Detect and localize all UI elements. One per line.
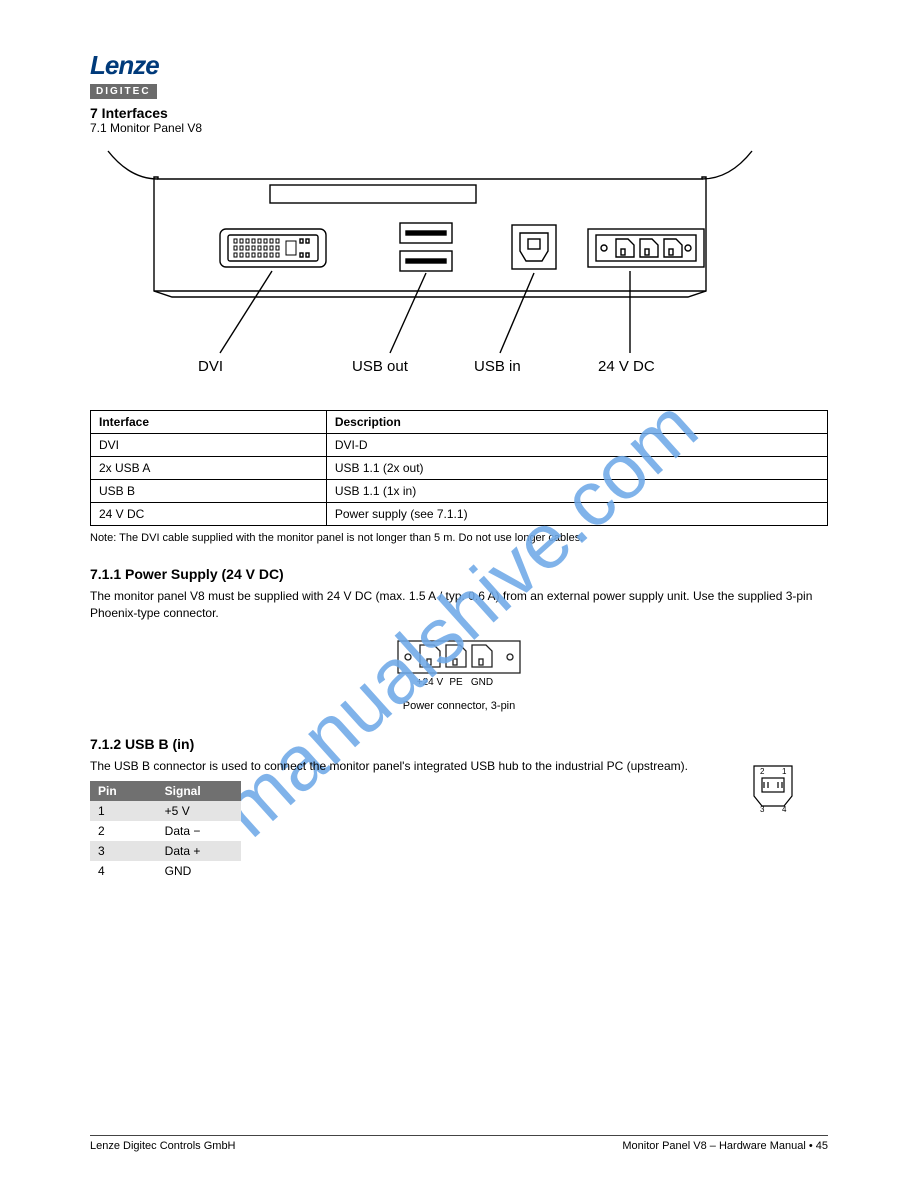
- power-pin-gnd: GND: [471, 677, 493, 688]
- usb-pin-table: Pin Signal 1 +5 V 2 Data − 3 Data + 4 GN…: [90, 781, 241, 881]
- usb-text: The USB B connector is used to connect t…: [90, 758, 828, 775]
- usb-pin-col-pin: Pin: [90, 781, 157, 801]
- interface-diagram: DVI USB out USB in 24 V DC: [90, 143, 828, 398]
- table-row: USB B USB 1.1 (1x in): [91, 480, 828, 503]
- panel-svg: DVI USB out USB in 24 V DC: [90, 143, 770, 393]
- chapter-title: 7 Interfaces: [90, 105, 828, 121]
- usb-b-pin-2: 2: [760, 767, 765, 776]
- spec-col-interface: Interface: [91, 411, 327, 434]
- usb-pin-col-signal: Signal: [157, 781, 241, 801]
- power-text: The monitor panel V8 must be supplied wi…: [90, 588, 828, 623]
- interface-spec-table: Interface Description DVI DVI-D 2x USB A…: [90, 410, 828, 526]
- power-connector-diagram: +24 V PE GND Power connector, 3-pin: [90, 635, 828, 712]
- page-footer: Lenze Digitec Controls GmbH Monitor Pane…: [90, 1135, 828, 1152]
- diagram-label-usb-out: USB out: [352, 358, 409, 375]
- power-heading: 7.1.1 Power Supply (24 V DC): [90, 566, 828, 582]
- table-row: 24 V DC Power supply (see 7.1.1): [91, 503, 828, 526]
- diagram-label-usb-in: USB in: [474, 358, 521, 375]
- spec-table-note: Note: The DVI cable supplied with the mo…: [90, 532, 828, 544]
- table-row: DVI DVI-D: [91, 434, 828, 457]
- logo-sub-text: DIGITEC: [90, 84, 157, 99]
- logo-brand-text: Lenze: [90, 50, 828, 81]
- footer-right: Monitor Panel V8 – Hardware Manual • 45: [622, 1140, 828, 1152]
- usb-b-pin-1: 1: [782, 767, 787, 776]
- table-row: 3 Data +: [90, 841, 241, 861]
- usb-b-icon: 1 2 3 4: [748, 760, 798, 819]
- table-row: 2 Data −: [90, 821, 241, 841]
- spec-col-description: Description: [326, 411, 827, 434]
- power-connector-svg: +24 V PE GND: [384, 635, 534, 691]
- usb-b-section: 7.1.2 USB B (in) The USB B connector is …: [90, 736, 828, 881]
- usb-b-pin-4: 4: [782, 805, 787, 814]
- usb-heading: 7.1.2 USB B (in): [90, 736, 828, 752]
- usb-b-pin-3: 3: [760, 805, 765, 814]
- diagram-label-24v: 24 V DC: [598, 358, 655, 375]
- section-title: 7.1 Monitor Panel V8: [90, 121, 828, 135]
- table-row: 4 GND: [90, 861, 241, 881]
- power-pin-pe: PE: [449, 677, 463, 688]
- page-content: Lenze DIGITEC 7 Interfaces 7.1 Monitor P…: [0, 0, 918, 921]
- table-row: 2x USB A USB 1.1 (2x out): [91, 457, 828, 480]
- power-pin-24v: +24 V: [417, 677, 444, 688]
- table-row: 1 +5 V: [90, 801, 241, 821]
- brand-logo: Lenze DIGITEC: [90, 50, 828, 99]
- diagram-label-dvi: DVI: [198, 358, 223, 375]
- footer-left: Lenze Digitec Controls GmbH: [90, 1140, 236, 1152]
- power-caption: Power connector, 3-pin: [90, 700, 828, 712]
